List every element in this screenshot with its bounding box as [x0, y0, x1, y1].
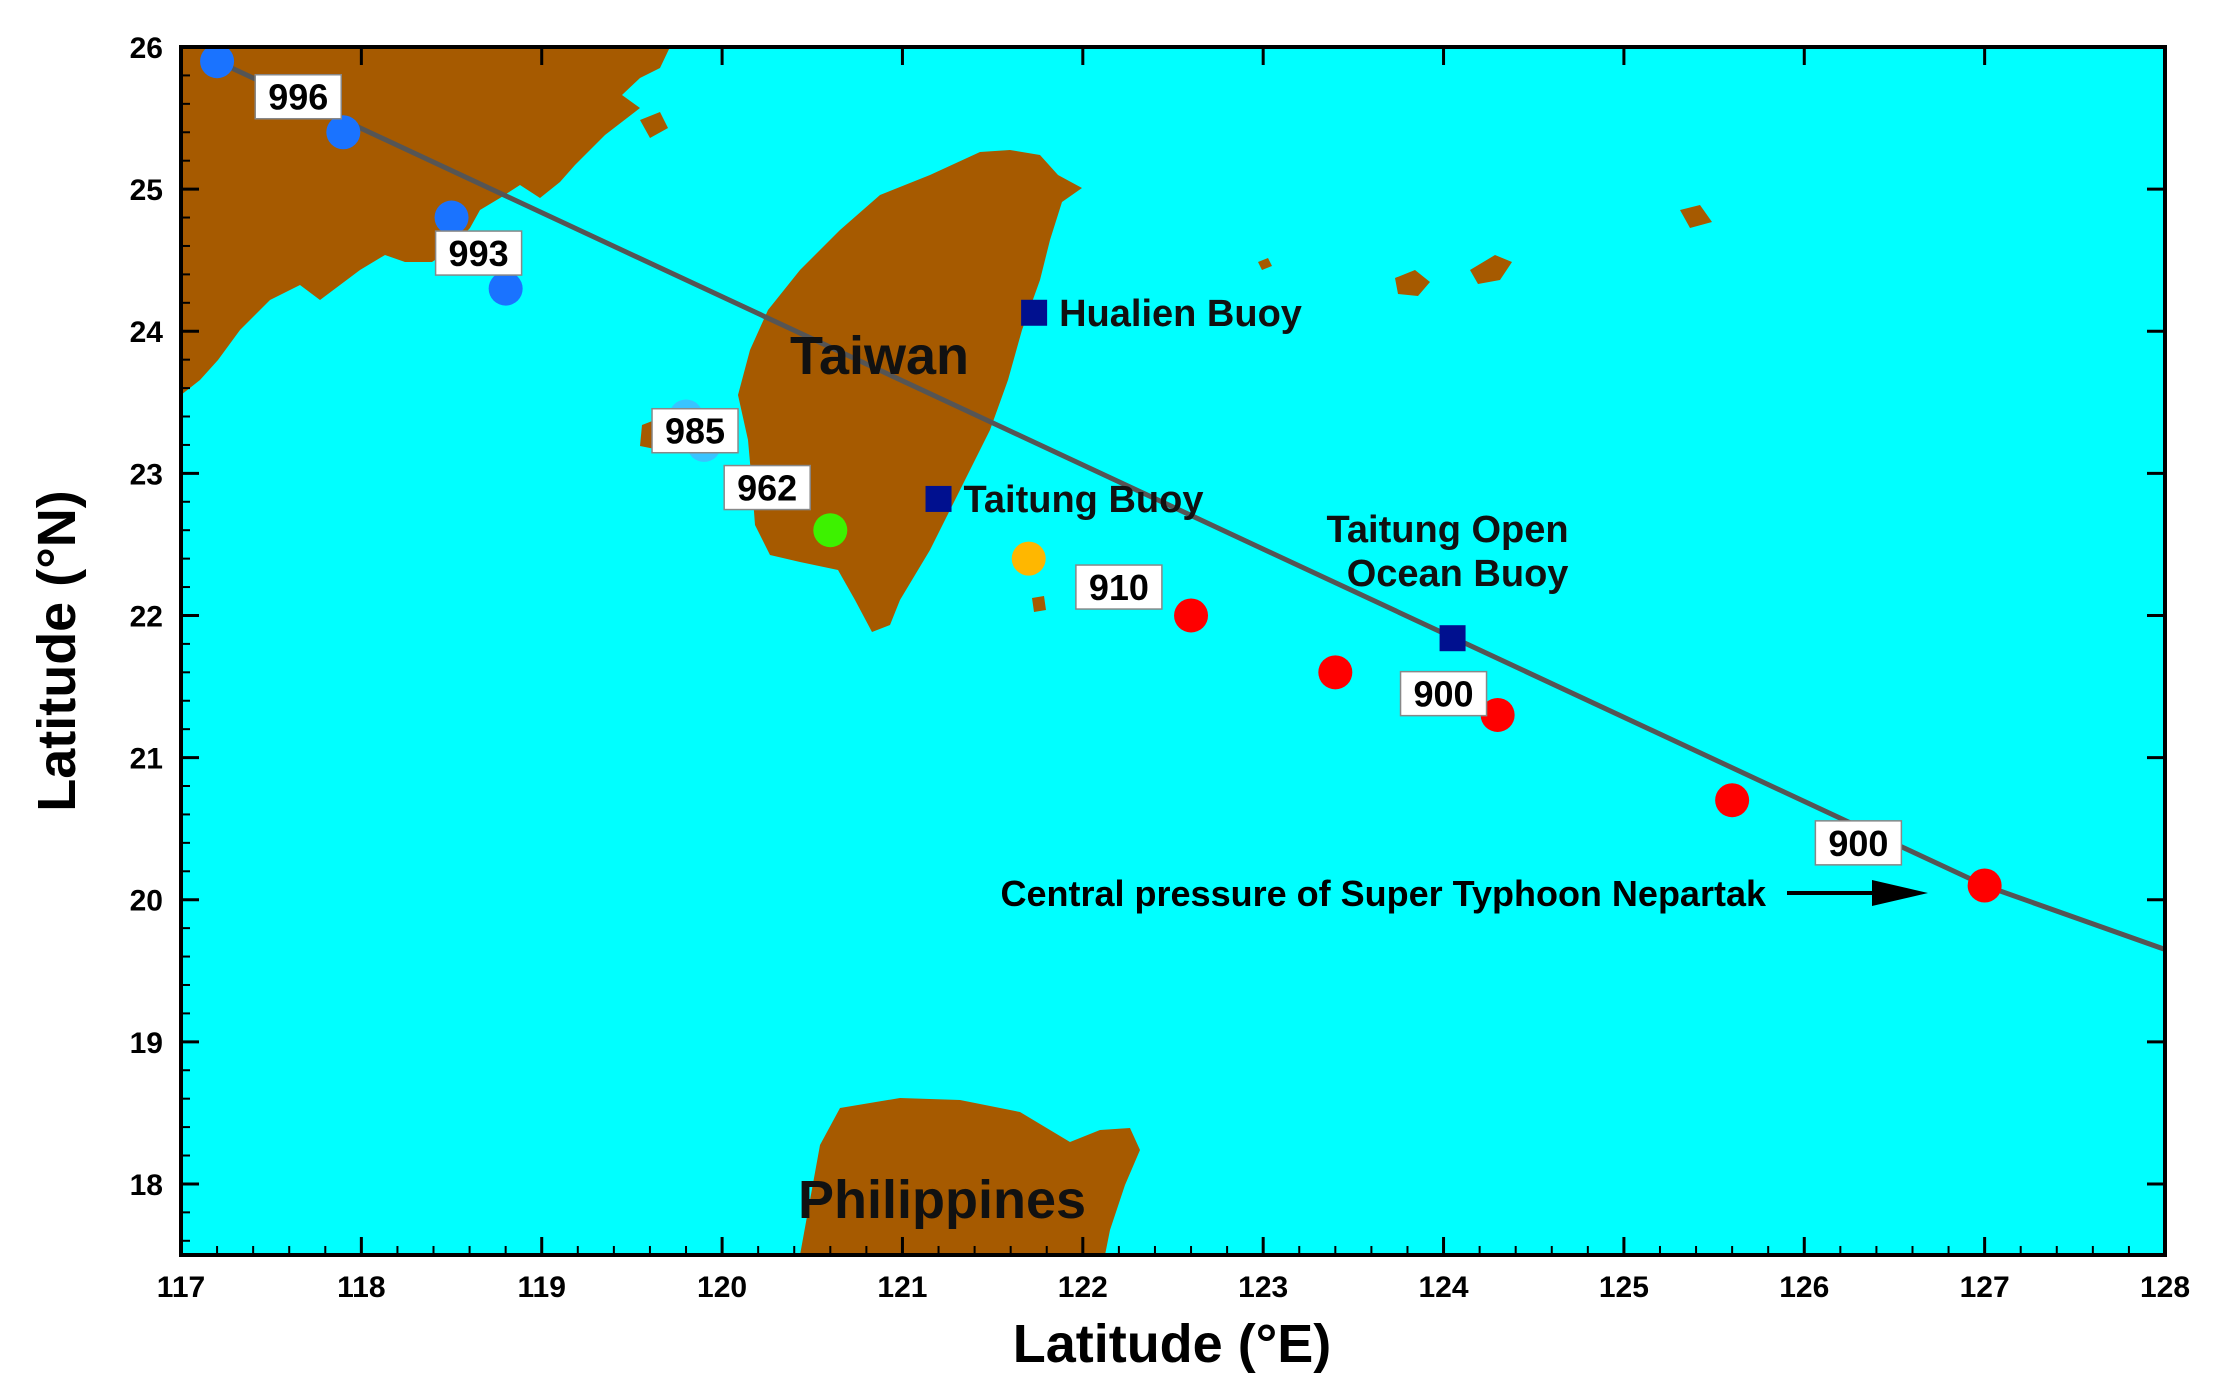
ryukyu-islet-4 — [1258, 258, 1272, 270]
track-point — [1318, 655, 1353, 690]
taiwan-landmass — [738, 150, 1082, 632]
y-tick-label: 21 — [130, 743, 163, 776]
x-tick-label: 121 — [877, 1271, 927, 1304]
region-label-taiwan: Taiwan — [790, 326, 969, 386]
track-point — [1011, 541, 1046, 576]
plot-frame — [179, 45, 2167, 1257]
track-point — [1480, 697, 1515, 732]
y-tick-label: 26 — [130, 32, 163, 65]
buoy-marker — [1439, 625, 1466, 652]
annotation-arrow — [1787, 880, 1928, 906]
pressure-label: 962 — [723, 464, 811, 511]
x-axis-title: Latitude (°E) — [1013, 1314, 1332, 1374]
x-tick-label: 124 — [1419, 1271, 1469, 1304]
x-tick-label: 127 — [1960, 1271, 2010, 1304]
ryukyu-islet-2 — [1470, 255, 1512, 284]
x-tick-label: 117 — [157, 1271, 205, 1304]
buoy-label: Hualien Buoy — [1059, 293, 1302, 335]
pressure-labels: 996 993 985 962 910 900 900 — [254, 73, 1903, 866]
svg-text:985: 985 — [665, 411, 725, 452]
pressure-label: 900 — [1399, 670, 1488, 717]
x-tick-label: 118 — [337, 1271, 385, 1304]
pressure-label: 996 — [254, 73, 342, 120]
y-tick-label: 20 — [130, 885, 163, 918]
philippines-landmass — [800, 1098, 1140, 1255]
svg-text:962: 962 — [737, 468, 797, 509]
track-point — [488, 271, 523, 306]
track-point — [1715, 783, 1750, 818]
x-tick-label: 126 — [1779, 1271, 1829, 1304]
y-axis-title: Latitude (°N) — [27, 490, 87, 812]
x-tick-label: 119 — [518, 1271, 566, 1304]
y-tick-label: 25 — [130, 174, 163, 207]
pressure-label: 910 — [1075, 564, 1163, 610]
y-tick-label: 24 — [130, 316, 164, 349]
landmasses — [181, 47, 1712, 1255]
y-tick-label: 23 — [130, 458, 163, 491]
track-point — [813, 513, 848, 548]
track-point — [200, 47, 235, 79]
china-coast-landmass — [181, 47, 670, 395]
svg-text:993: 993 — [449, 233, 509, 274]
ocean-background — [181, 47, 2165, 1255]
svg-text:910: 910 — [1089, 567, 1149, 608]
buoy-marker — [925, 485, 952, 512]
pressure-label: 900 — [1814, 820, 1903, 866]
pressure-label: 985 — [651, 407, 739, 454]
x-tick-label: 125 — [1599, 1271, 1649, 1304]
track-point — [1174, 598, 1209, 633]
axes: 117 118 119 120 121 122 123 124 125 126 127 128 18 19… — [130, 32, 2190, 1304]
svg-text:900: 900 — [1828, 823, 1888, 864]
y-tick-label: 22 — [130, 600, 163, 633]
track-point — [1967, 868, 2002, 903]
buoy-markers: Hualien Buoy Taitung Buoy Taitung Open Ocea… — [925, 293, 1569, 652]
buoy-marker — [1021, 299, 1048, 326]
region-label-philippines: Philippines — [798, 1170, 1086, 1230]
x-tick-label: 122 — [1058, 1271, 1108, 1304]
buoy-label: Taitung Buoy — [964, 479, 1204, 521]
x-tick-label: 128 — [2140, 1271, 2190, 1304]
pressure-label: 993 — [434, 230, 523, 276]
x-tick-label: 120 — [697, 1271, 747, 1304]
ryukyu-islet-1 — [1395, 270, 1430, 296]
track-point — [434, 200, 469, 235]
y-tick-label: 18 — [130, 1169, 163, 1202]
china-coast-islet — [640, 112, 668, 138]
buoy-label: Taitung Open Ocean Buoy — [1327, 509, 1569, 595]
track-point — [326, 115, 361, 150]
orchid-island — [1032, 596, 1046, 612]
svg-text:900: 900 — [1414, 674, 1474, 715]
annotation-text: Central pressure of Super Typhoon Nepart… — [1001, 873, 1767, 914]
svg-text:996: 996 — [268, 77, 328, 118]
x-tick-label: 123 — [1238, 1271, 1288, 1304]
ryukyu-islet-3 — [1680, 205, 1712, 228]
y-tick-label: 19 — [130, 1027, 163, 1060]
